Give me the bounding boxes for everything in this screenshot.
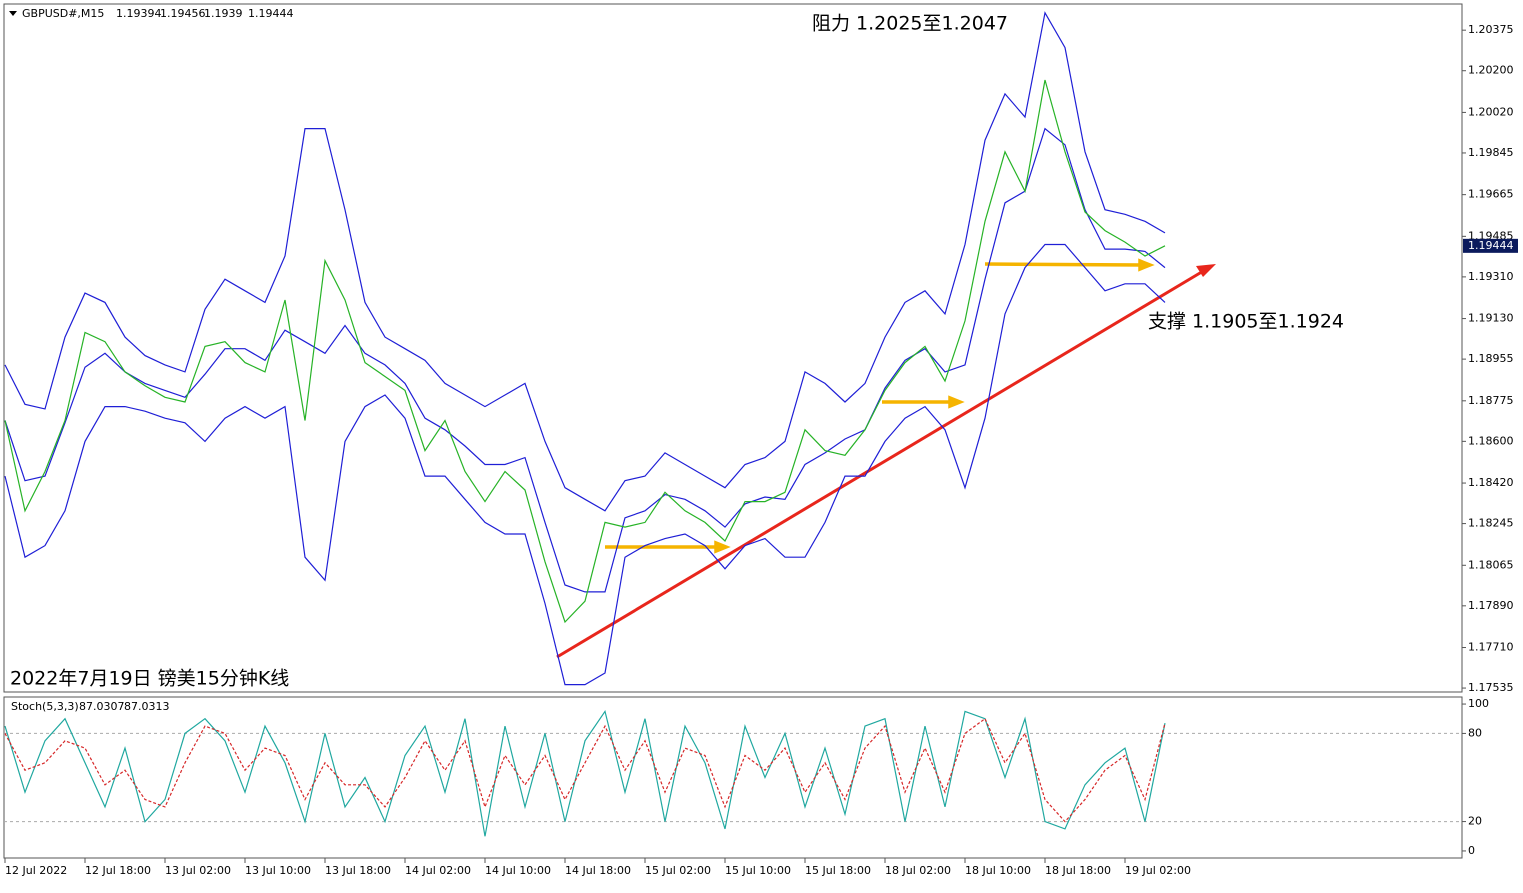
y-tick-label: 20 [1468, 815, 1482, 828]
series-line [4, 717, 1166, 823]
stoch-title: Stoch(5,3,3) [11, 700, 79, 713]
y-tick-label: 1.18600 [1468, 434, 1514, 447]
menu-triangle [9, 11, 17, 16]
series-line [4, 243, 1166, 686]
series-line [4, 11, 1166, 512]
x-tick-label: 15 Jul 10:00 [725, 864, 791, 877]
y-tick-label: 1.20375 [1468, 23, 1514, 36]
x-tick-label: 12 Jul 2022 [5, 864, 67, 877]
x-tick-label: 19 Jul 02:00 [1125, 864, 1191, 877]
trend-arrow [1196, 264, 1216, 277]
y-tick-label: 1.20200 [1468, 64, 1514, 77]
y-tick-label: 1.20020 [1468, 105, 1514, 118]
support-arrows [605, 258, 1155, 554]
y-tick-label: 1.18065 [1468, 558, 1514, 571]
y-tick-label: 0 [1468, 844, 1475, 857]
chart-caption: 2022年7月19日 镑美15分钟K线 [10, 668, 289, 690]
trend-line [556, 268, 1206, 659]
x-tick-label: 14 Jul 10:00 [485, 864, 551, 877]
symbol: GBPUSD#,M15 [22, 7, 104, 20]
x-tick-label: 13 Jul 10:00 [245, 864, 311, 877]
price-label: 1.19444 [1468, 239, 1514, 252]
x-tick-label: 18 Jul 02:00 [885, 864, 951, 877]
y-tick-label: 1.18775 [1468, 394, 1514, 407]
ohlc-value: 1.1939 [204, 7, 243, 20]
y-tick-label: 1.19130 [1468, 312, 1514, 325]
series-line [4, 79, 1166, 624]
x-tick-label: 18 Jul 18:00 [1045, 864, 1111, 877]
y-tick-label: 1.17710 [1468, 641, 1514, 654]
y-tick-label: 1.19845 [1468, 146, 1514, 159]
price-label-box [1463, 238, 1518, 253]
resistance-note: 阻力 1.2025至1.2047 [812, 13, 1008, 35]
ohlc-value: 1.19456 [160, 7, 206, 20]
y-tick-label: 1.19310 [1468, 270, 1514, 283]
y-tick-label: 1.19665 [1468, 188, 1514, 201]
y-tick-label: 80 [1468, 726, 1482, 739]
y-tick-label: 1.17535 [1468, 681, 1514, 694]
x-tick-label: 18 Jul 10:00 [965, 864, 1031, 877]
y-tick-label: 1.18245 [1468, 517, 1514, 530]
x-tick-label: 15 Jul 18:00 [805, 864, 871, 877]
price-panel [3, 3, 1463, 693]
series-line [4, 709, 1166, 837]
ohlc-value: 1.19444 [248, 7, 294, 20]
x-tick-label: 12 Jul 18:00 [85, 864, 151, 877]
x-tick-label: 13 Jul 18:00 [325, 864, 391, 877]
support-note: 支撑 1.1905至1.1924 [1148, 311, 1344, 333]
stoch-panel [3, 696, 1463, 859]
x-tick-label: 13 Jul 02:00 [165, 864, 231, 877]
y-tick-label: 100 [1468, 697, 1489, 710]
x-tick-label: 15 Jul 02:00 [645, 864, 711, 877]
series-line [4, 127, 1166, 593]
stoch-d-value: 87.0313 [124, 700, 170, 713]
y-tick-label: 1.18955 [1468, 352, 1514, 365]
y-tick-label: 1.18420 [1468, 476, 1514, 489]
x-tick-label: 14 Jul 18:00 [565, 864, 631, 877]
x-tick-label: 14 Jul 02:00 [405, 864, 471, 877]
stoch-k-value: 87.0307 [79, 700, 125, 713]
ohlc-value: 1.19394 [116, 7, 162, 20]
y-tick-label: 1.17890 [1468, 599, 1514, 612]
